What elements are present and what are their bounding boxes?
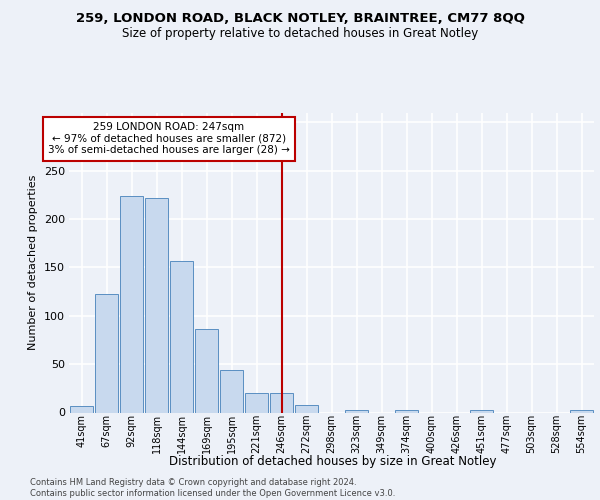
Bar <box>95 294 118 412</box>
Text: Contains HM Land Registry data © Crown copyright and database right 2024.
Contai: Contains HM Land Registry data © Crown c… <box>30 478 395 498</box>
Text: Distribution of detached houses by size in Great Notley: Distribution of detached houses by size … <box>169 455 497 468</box>
Bar <box>120 196 143 412</box>
Bar <box>470 410 493 412</box>
Bar <box>395 410 418 412</box>
Text: 259, LONDON ROAD, BLACK NOTLEY, BRAINTREE, CM77 8QQ: 259, LONDON ROAD, BLACK NOTLEY, BRAINTRE… <box>76 12 524 26</box>
Bar <box>295 405 318 412</box>
Bar <box>345 410 368 412</box>
Bar <box>170 260 193 412</box>
Text: 259 LONDON ROAD: 247sqm
← 97% of detached houses are smaller (872)
3% of semi-de: 259 LONDON ROAD: 247sqm ← 97% of detache… <box>48 122 290 156</box>
Bar <box>70 406 93 412</box>
Bar <box>195 330 218 412</box>
Y-axis label: Number of detached properties: Number of detached properties <box>28 175 38 350</box>
Text: Size of property relative to detached houses in Great Notley: Size of property relative to detached ho… <box>122 28 478 40</box>
Bar <box>570 410 593 412</box>
Bar <box>245 393 268 412</box>
Bar <box>270 393 293 412</box>
Bar <box>220 370 243 412</box>
Bar <box>145 198 168 412</box>
